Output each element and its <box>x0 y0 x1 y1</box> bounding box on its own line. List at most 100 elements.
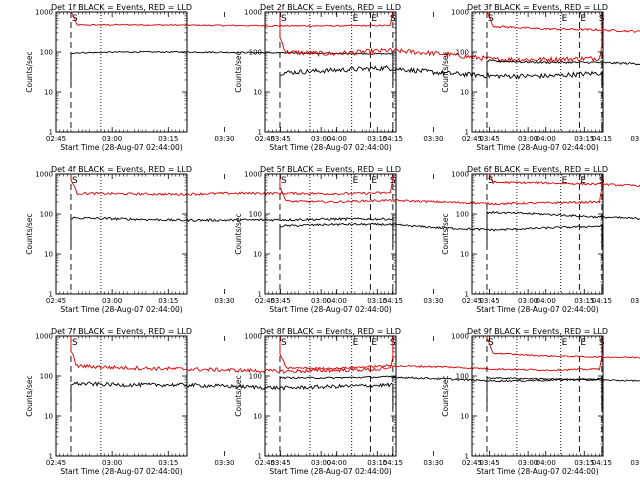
y-tick-label: 1 <box>49 291 53 299</box>
y-tick-label: 100 <box>249 49 262 57</box>
panel-det-3: Det 3f BLACK = Events, RED = LLD 1 10 100 10… <box>441 3 640 152</box>
panel-det-9: Det 9f BLACK = Events, RED = LLD 1 10 100 10… <box>441 327 640 476</box>
y-tick-label: 1 <box>258 453 262 461</box>
y-tick-label: 1000 <box>244 9 262 17</box>
panel-title: Det 1f BLACK = Events, RED = LLD <box>51 3 192 12</box>
y-tick-label: 1000 <box>451 9 469 17</box>
time-marker-label: E <box>580 176 586 186</box>
x-tick-label: 03:15 <box>574 135 594 143</box>
time-marker-label: S <box>72 176 78 186</box>
plot-frame <box>264 173 397 295</box>
y-tick-label: 10 <box>460 89 469 97</box>
x-tick-label: 02:45 <box>46 297 66 305</box>
y-tick-label: 10 <box>44 413 53 421</box>
x-tick-label: 03:30 <box>214 297 234 305</box>
y-tick-label: 100 <box>456 49 469 57</box>
panel-title: Det 2f BLACK = Events, RED = LLD <box>260 3 401 12</box>
x-axis-label: Start Time (28-Aug-07 02:44:00) <box>476 143 598 152</box>
y-tick-label: 1 <box>258 129 262 137</box>
x-tick-label: 03:30 <box>214 135 234 143</box>
x-tick-label: 04:00 <box>536 297 556 305</box>
x-tick-label: 02:45 <box>46 135 66 143</box>
lld-series-line <box>70 336 394 374</box>
x-tick-label: 04:15 <box>383 135 403 143</box>
x-tick-label: 03:15 <box>574 297 594 305</box>
panel-det-7: Det 7f BLACK = Events, RED = LLD11010010… <box>25 327 403 476</box>
x-tick-label: 03:00 <box>518 135 538 143</box>
panel-title: Det 6f BLACK = Events, RED = LLD <box>467 165 608 174</box>
time-marker-label: E <box>353 176 359 186</box>
x-tick-label: 03:15 <box>367 297 387 305</box>
plot-frame <box>55 11 188 133</box>
y-axis-label: Counts/sec <box>234 375 243 416</box>
time-marker-label: E <box>562 176 568 186</box>
y-tick-label: 1000 <box>35 171 53 179</box>
time-marker-label: S <box>390 14 396 24</box>
panel-title: Det 7f BLACK = Events, RED = LLD <box>51 327 192 336</box>
y-axis-label: Counts/sec <box>441 213 450 254</box>
x-axis-label: Start Time (28-Aug-07 02:44:00) <box>60 305 182 314</box>
y-tick-label: 10 <box>44 251 53 259</box>
events-series-line <box>70 381 394 409</box>
x-tick-label: 03:15 <box>367 135 387 143</box>
time-marker-label: E <box>580 14 586 24</box>
x-tick-label: 03:30 <box>630 459 640 467</box>
plot-frame <box>471 335 604 457</box>
lld-series-line <box>279 12 603 63</box>
x-tick-label: 03:15 <box>574 459 594 467</box>
plot-frame <box>55 173 188 295</box>
x-axis-label: Start Time (28-Aug-07 02:44:00) <box>269 467 391 476</box>
panel-det-4: Det 4f BLACK = Events, RED = LLD 1 10 100 10… <box>25 165 403 314</box>
events-series-line <box>279 65 603 85</box>
plot-frame <box>471 11 604 133</box>
time-marker-label: S <box>488 176 494 186</box>
y-axis-label: Counts/sec <box>25 375 34 416</box>
x-tick-label: 03:00 <box>102 297 122 305</box>
y-tick-label: 10 <box>44 89 53 97</box>
time-marker-label: S <box>281 176 287 186</box>
x-tick-label: 03:30 <box>630 297 640 305</box>
x-tick-label: 03:15 <box>158 135 178 143</box>
x-tick-label: 03:30 <box>423 459 443 467</box>
events-series-line <box>279 375 603 409</box>
x-tick-label: 03:30 <box>630 135 640 143</box>
y-axis-label: Counts/sec <box>234 51 243 92</box>
x-tick-label: 03:45 <box>479 297 499 305</box>
y-tick-label: 10 <box>253 413 262 421</box>
x-tick-label: 03:00 <box>518 459 538 467</box>
x-tick-label: 03:00 <box>311 297 331 305</box>
x-tick-label: 04:15 <box>592 135 612 143</box>
x-tick-label: 03:00 <box>311 459 331 467</box>
y-axis-label: Counts/sec <box>441 375 450 416</box>
panel-title: Det 9f BLACK = Events, RED = LLD <box>467 327 608 336</box>
panel-det-2: Det 2f BLACK = Events, RED = LLD 1 10 100 10… <box>234 3 612 152</box>
plot-frame <box>264 11 397 133</box>
y-tick-label: 1 <box>49 129 53 137</box>
x-tick-label: 03:00 <box>102 459 122 467</box>
x-tick-label: 02:45 <box>255 459 275 467</box>
y-tick-label: 1000 <box>244 333 262 341</box>
x-tick-label: 03:45 <box>270 135 290 143</box>
time-marker-label: E <box>580 338 586 348</box>
x-tick-label: 03:45 <box>270 459 290 467</box>
time-marker-label: S <box>488 338 494 348</box>
plot-frame <box>471 173 604 295</box>
x-tick-label: 03:15 <box>367 459 387 467</box>
time-marker-label: S <box>72 338 78 348</box>
y-tick-label: 1000 <box>35 9 53 17</box>
plot-frame <box>264 335 397 457</box>
panel-title: Det 4f BLACK = Events, RED = LLD <box>51 165 192 174</box>
panel-title: Det 5f BLACK = Events, RED = LLD <box>260 165 401 174</box>
events-series-line <box>70 216 394 247</box>
y-tick-label: 1000 <box>35 333 53 341</box>
time-marker-label: E <box>353 14 359 24</box>
x-tick-label: 03:30 <box>423 297 443 305</box>
y-tick-label: 100 <box>40 211 53 219</box>
y-axis-label: Counts/sec <box>441 51 450 92</box>
x-tick-label: 04:00 <box>536 459 556 467</box>
time-marker-label: E <box>371 176 377 186</box>
time-marker-label: E <box>371 338 377 348</box>
lld-series-line <box>70 11 394 28</box>
events-series-line <box>279 222 603 247</box>
